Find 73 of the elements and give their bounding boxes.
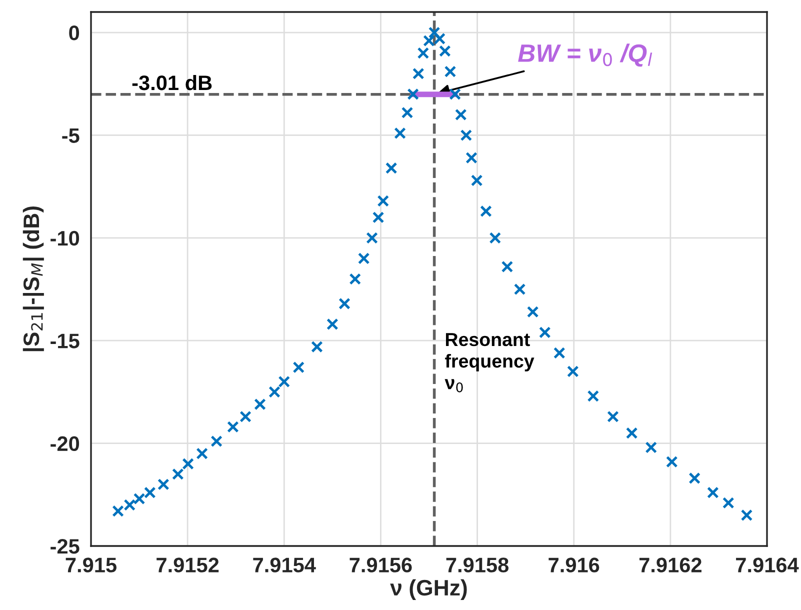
x-tick-label: 7.9156: [350, 558, 412, 572]
point: [645, 442, 658, 454]
point: [394, 127, 406, 140]
point: [268, 386, 280, 398]
point: [626, 427, 638, 439]
point: [740, 509, 753, 522]
x-tick-label: 7.9152: [156, 558, 219, 572]
point: [407, 88, 419, 100]
point: [417, 47, 430, 59]
point: [412, 68, 424, 80]
point: [489, 232, 502, 244]
point: [466, 152, 478, 164]
point: [480, 205, 492, 218]
point: [227, 420, 239, 433]
point: [240, 410, 252, 423]
point: [292, 361, 305, 374]
point: [722, 496, 734, 509]
ref-line-label: Resonant frequency ν$_{0}$: [444, 333, 534, 392]
point: [439, 45, 451, 57]
point: [428, 26, 440, 38]
y-tick-label: -25: [50, 539, 80, 554]
annotation: BW = ν$_{0}$ /Q$_{l}$: [518, 44, 652, 67]
y-tick-label: 0: [69, 26, 80, 40]
y-tick-label: -5: [62, 128, 80, 143]
point: [366, 232, 378, 244]
point: [514, 283, 526, 296]
point: [172, 468, 184, 480]
point: [470, 174, 483, 186]
x-tick-label: 7.9154: [253, 558, 316, 572]
point: [158, 478, 170, 490]
point: [401, 106, 414, 119]
ref-line-label: -3.01 dB: [132, 74, 212, 90]
point: [133, 492, 146, 505]
x-axis-title: ν (GHz): [390, 579, 467, 600]
point: [124, 499, 136, 511]
point: [688, 472, 700, 484]
point: [501, 260, 514, 273]
point: [538, 326, 551, 338]
point: [254, 398, 266, 410]
point: [338, 298, 350, 310]
point: [526, 306, 539, 318]
point: [460, 129, 472, 142]
y-tick-label: -15: [50, 334, 80, 348]
point: [553, 347, 566, 359]
point: [182, 458, 194, 470]
point: [112, 505, 124, 517]
point: [449, 88, 461, 100]
point: [607, 410, 619, 423]
y-tick-label: -10: [50, 230, 80, 246]
x-tick-label: 7.9164: [736, 558, 799, 572]
point: [566, 366, 579, 378]
point: [666, 456, 678, 468]
point: [144, 486, 156, 499]
x-tick-label: 7.9158: [446, 558, 509, 572]
point: [358, 252, 370, 264]
point: [196, 448, 208, 460]
point: [278, 376, 290, 388]
point: [385, 162, 398, 174]
y-tick-label: -20: [50, 436, 80, 452]
point: [311, 340, 323, 353]
x-tick-label: 7.9162: [639, 558, 702, 572]
x-tick-label: 7.916: [548, 558, 600, 572]
point: [587, 390, 600, 402]
point: [377, 195, 390, 207]
y-axis-title: |S$_{21}$|-|S$_{M}$| (dB): [22, 206, 44, 352]
point: [210, 435, 222, 448]
point: [326, 318, 338, 330]
point: [372, 211, 384, 224]
point: [349, 273, 362, 285]
point: [454, 108, 467, 121]
point: [707, 486, 719, 499]
point: [444, 66, 456, 78]
x-tick-label: 7.915: [66, 558, 116, 572]
